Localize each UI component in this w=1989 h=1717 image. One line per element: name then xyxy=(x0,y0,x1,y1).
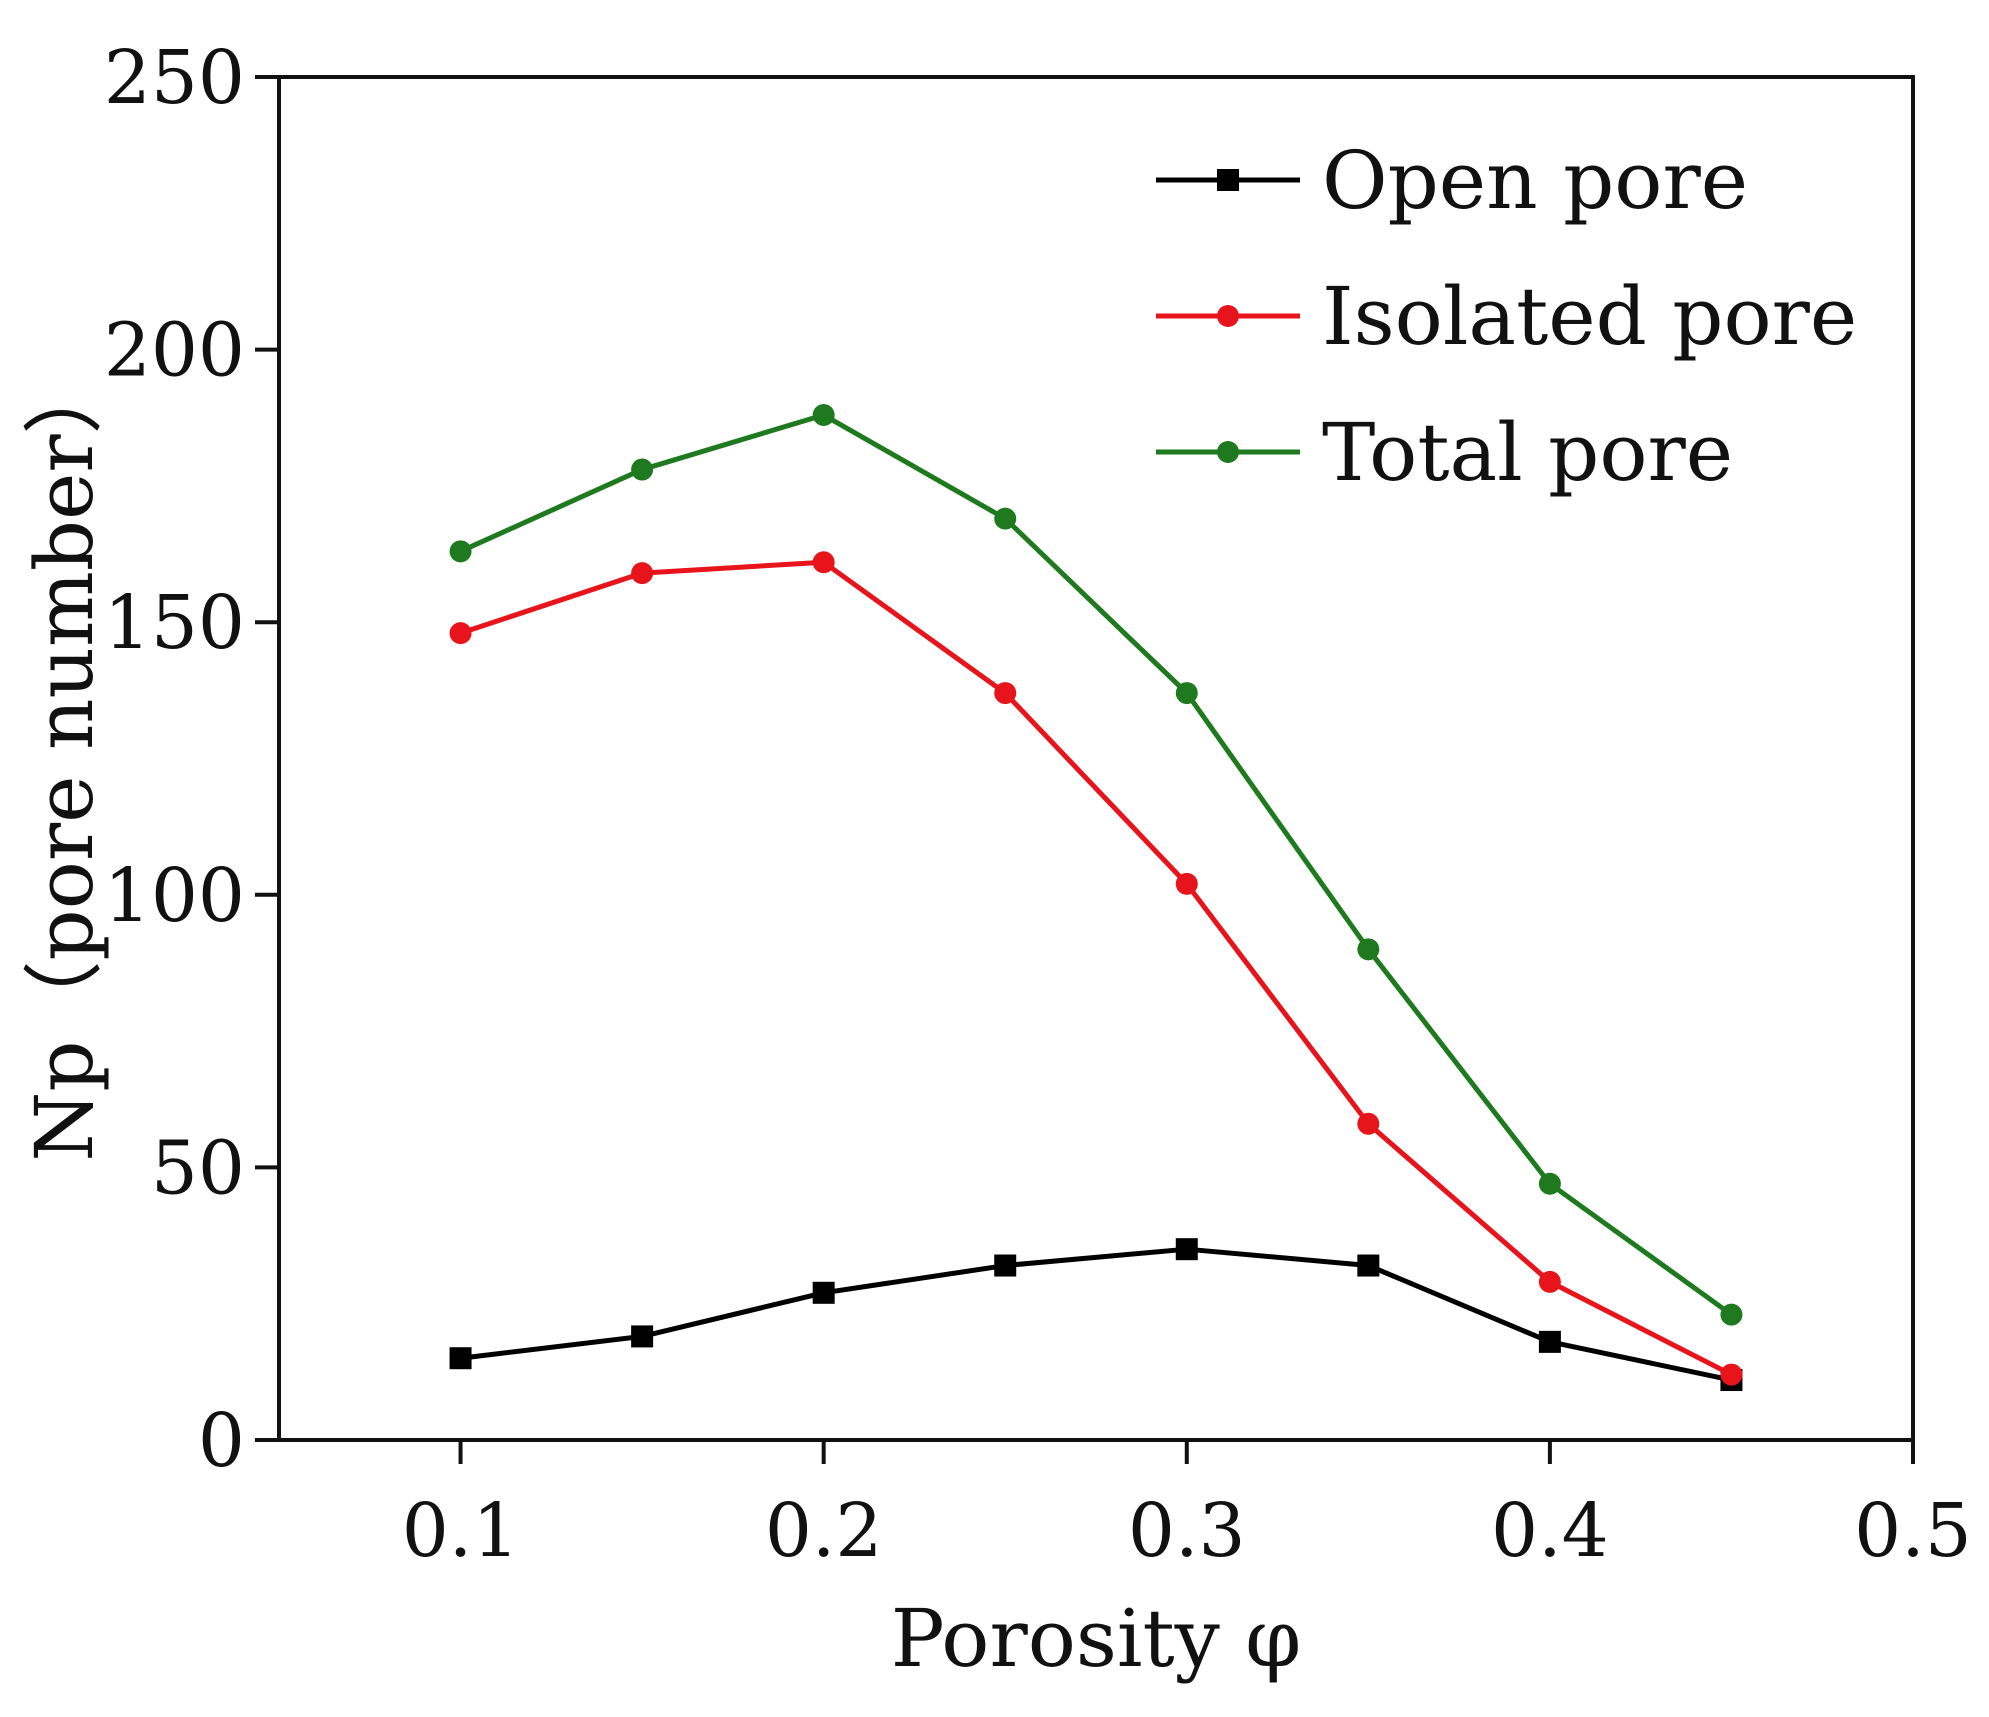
isolated-pore-point xyxy=(994,682,1017,705)
x-axis-title: Porosity φ xyxy=(891,1592,1302,1685)
isolated-pore-point xyxy=(449,622,472,645)
x-tick-label: 0.3 xyxy=(1128,1488,1246,1574)
isolated-pore-point xyxy=(1720,1363,1743,1386)
y-tick-label: 100 xyxy=(104,853,245,939)
y-tick-label: 150 xyxy=(104,580,245,666)
x-tick-label: 0.2 xyxy=(765,1488,883,1574)
isolated-pore-line xyxy=(459,559,1733,1377)
y-tick-label: 0 xyxy=(198,1398,245,1484)
legend-label: Isolated pore xyxy=(1322,270,1857,363)
open-pore-line xyxy=(460,1246,1732,1383)
open-pore-point xyxy=(449,1347,472,1370)
isolated-pore-point xyxy=(1175,872,1198,895)
open-pore-point xyxy=(1538,1330,1561,1353)
total-pore-point xyxy=(631,458,654,481)
total-pore-point xyxy=(1357,938,1380,961)
y-tick-label: 250 xyxy=(104,35,245,121)
total-pore-point xyxy=(1720,1303,1743,1326)
axis-ticks: 0.1 0.2 0.3 0.4 0.5 0 50 100 150 200 250 xyxy=(104,35,1972,1574)
total-pore-point xyxy=(812,404,835,427)
isolated-pore-point xyxy=(812,551,835,574)
plot-frame xyxy=(277,75,1915,1442)
total-pore-line xyxy=(459,412,1733,1317)
legend-label: Open pore xyxy=(1322,134,1748,227)
isolated-pore-point xyxy=(631,562,654,585)
legend-swatch-marker xyxy=(1217,305,1239,327)
x-tick-label: 0.4 xyxy=(1491,1488,1609,1574)
legend-item-open-pore: Open pore xyxy=(1156,134,1748,227)
isolated-pore-point xyxy=(1357,1112,1380,1135)
total-pore-point xyxy=(449,540,472,563)
x-tick-label: 0.5 xyxy=(1854,1488,1972,1574)
total-pore-point xyxy=(1538,1172,1561,1195)
x-tick-label: 0.1 xyxy=(402,1488,520,1574)
legend-item-total-pore: Total pore xyxy=(1156,406,1733,499)
series-layer xyxy=(449,404,1743,1392)
open-pore-point xyxy=(1357,1254,1380,1277)
open-pore-point xyxy=(812,1281,835,1304)
y-tick-label: 50 xyxy=(151,1125,245,1211)
series-isolated-pore xyxy=(449,551,1743,1386)
total-pore-point xyxy=(1175,682,1198,705)
open-pore-point xyxy=(994,1254,1017,1277)
series-open-pore xyxy=(449,1238,1743,1392)
legend-label: Total pore xyxy=(1322,406,1733,499)
y-tick-label: 200 xyxy=(104,308,245,394)
legend-item-isolated-pore: Isolated pore xyxy=(1156,270,1857,363)
open-pore-point xyxy=(1175,1238,1198,1261)
y-axis-title: Np（pore number） xyxy=(18,354,111,1161)
legend: Open pore Isolated pore Total pore xyxy=(1156,134,1857,499)
open-pore-point xyxy=(631,1325,654,1348)
isolated-pore-point xyxy=(1538,1270,1561,1293)
total-pore-point xyxy=(994,507,1017,530)
legend-swatch-marker xyxy=(1217,169,1239,191)
series-total-pore xyxy=(449,404,1743,1326)
legend-swatch-marker xyxy=(1217,441,1239,463)
